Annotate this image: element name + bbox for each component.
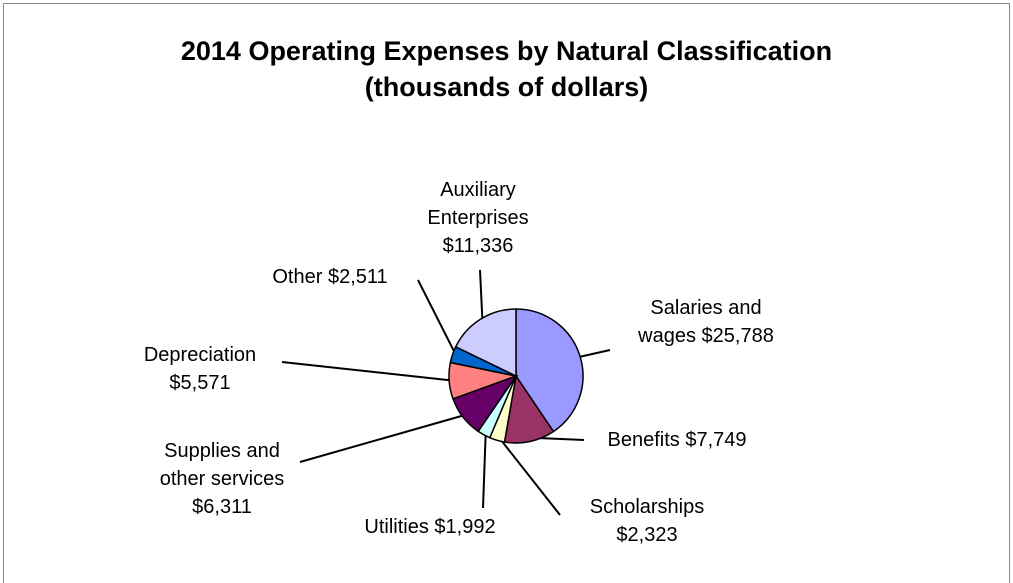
leader-line [497,435,561,516]
slice-value: $7,749 [685,429,747,451]
leader-line [479,269,484,323]
slice-category: Utilities [364,516,429,538]
leader-line [299,413,467,463]
pie-slice [515,308,584,433]
slice-value: $6,311 [192,496,252,518]
slice-category: Scholarships [589,496,705,518]
slice-label: Other $2,511 [230,263,430,291]
slice-label: Supplies and other services $6,311 [147,437,297,521]
slice-value: $1,992 [434,516,496,538]
leader-line [576,349,611,359]
chart-frame [3,3,1010,583]
slice-category: Auxiliary Enterprises [427,179,529,229]
slice-category: Supplies and other services [159,440,285,490]
slice-label: Salaries and wages $25,788 [624,294,789,350]
slice-label: Auxiliary Enterprises $11,336 [411,176,546,260]
chart-subtitle: (thousands of dollars) [364,72,649,102]
slice-category: Other [272,266,323,288]
slice-label: Depreciation $5,571 [130,341,270,397]
pie-slice [454,308,517,378]
slice-value: $2,511 [327,266,388,288]
slice-label: Utilities $1,992 [330,513,530,541]
slice-value: $5,571 [169,372,231,394]
slice-label: Scholarships $2,323 [577,493,717,549]
slice-value: $2,323 [616,524,678,546]
leader-line [417,279,458,357]
slice-value: $25,788 [701,325,774,347]
slice-label: Benefits $7,749 [567,426,787,454]
leader-line [482,431,487,509]
slice-value: $11,336 [442,235,514,257]
leader-line [281,361,454,382]
slice-category: Salaries and wages [638,297,762,347]
slice-category: Depreciation [143,344,257,366]
slice-category: Benefits [607,429,680,451]
chart-title: 2014 Operating Expenses by Natural Class… [180,36,833,66]
